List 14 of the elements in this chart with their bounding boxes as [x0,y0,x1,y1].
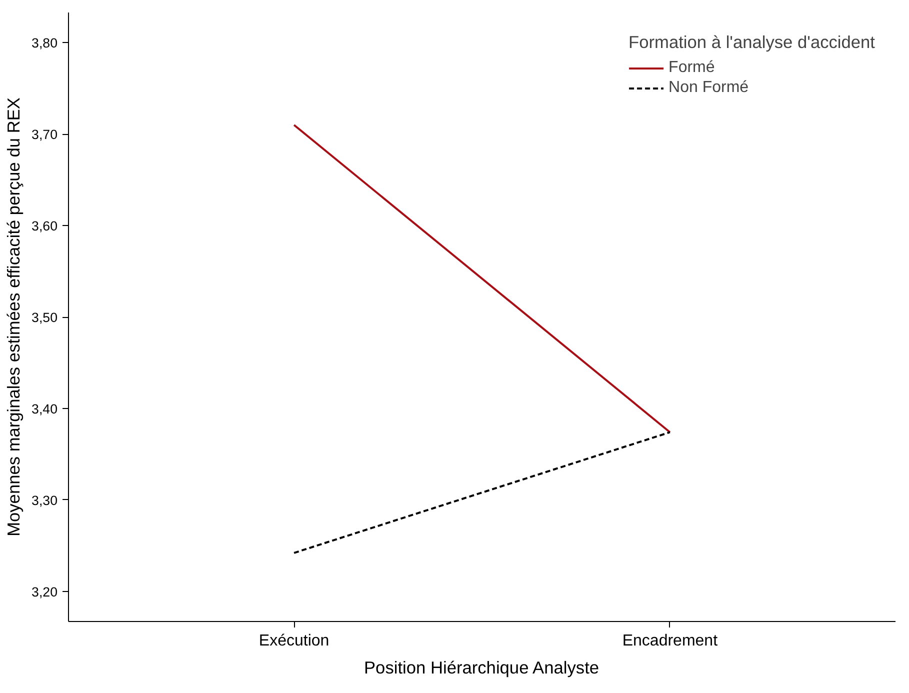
y-tick-label: 3,40 [32,401,58,416]
legend-label: Formé [668,59,715,77]
y-tick-label: 3,60 [32,218,58,234]
x-tick-label: Encadrement [622,632,718,650]
legend-title: Formation à l'analyse d'accident [628,32,875,53]
y-tick-label: 3,70 [32,127,58,142]
x-tick-label: Exécution [258,632,330,650]
legend-label: Non Formé [668,79,749,97]
x-axis-title: Position Hiérarchique Analyste [364,658,600,678]
y-tick-label: 3,80 [32,36,58,51]
y-tick-label: 3,20 [32,584,58,600]
y-tick-label: 3,50 [32,310,58,325]
y-tick-label: 3,30 [32,492,58,508]
y-axis-title: Moyennes marginales estimées efficacité perçue du REX [4,97,24,536]
